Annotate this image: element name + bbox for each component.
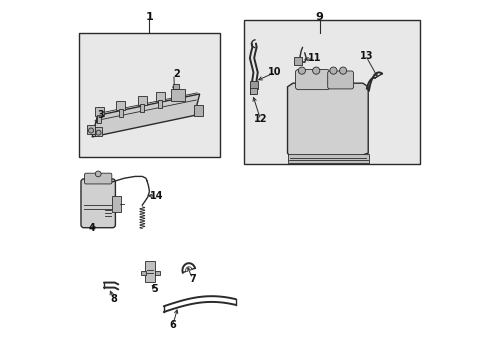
Polygon shape bbox=[92, 94, 199, 137]
Bar bbox=[116, 101, 125, 110]
Bar bbox=[87, 125, 94, 134]
Text: 10: 10 bbox=[268, 67, 281, 77]
Text: 11: 11 bbox=[307, 53, 321, 63]
Bar bbox=[95, 107, 104, 116]
Bar bbox=[140, 104, 144, 112]
Text: 1: 1 bbox=[145, 12, 153, 22]
Text: 6: 6 bbox=[169, 320, 176, 330]
Bar bbox=[287, 154, 368, 163]
Circle shape bbox=[88, 128, 93, 133]
Bar bbox=[194, 105, 203, 116]
FancyBboxPatch shape bbox=[81, 179, 115, 228]
FancyBboxPatch shape bbox=[84, 173, 112, 184]
Circle shape bbox=[96, 130, 101, 135]
Bar bbox=[249, 81, 257, 89]
Bar bbox=[155, 271, 160, 275]
Text: 7: 7 bbox=[189, 274, 196, 284]
Bar bbox=[95, 127, 102, 136]
Circle shape bbox=[95, 171, 101, 177]
Text: 5: 5 bbox=[151, 284, 158, 294]
Bar bbox=[138, 96, 147, 105]
FancyBboxPatch shape bbox=[295, 69, 329, 90]
Text: 14: 14 bbox=[150, 191, 163, 201]
FancyBboxPatch shape bbox=[327, 71, 353, 89]
Text: 4: 4 bbox=[88, 224, 95, 233]
Circle shape bbox=[298, 67, 305, 74]
Bar bbox=[112, 196, 121, 212]
Bar bbox=[158, 100, 162, 108]
Bar bbox=[171, 89, 184, 101]
Bar bbox=[172, 84, 179, 89]
Circle shape bbox=[339, 67, 346, 74]
Text: 12: 12 bbox=[253, 114, 267, 124]
Circle shape bbox=[312, 67, 319, 74]
Bar bbox=[156, 92, 164, 101]
Text: 2: 2 bbox=[173, 69, 180, 79]
Bar bbox=[79, 33, 220, 157]
Polygon shape bbox=[287, 83, 367, 160]
Bar bbox=[140, 271, 145, 275]
Circle shape bbox=[329, 67, 336, 74]
Bar bbox=[293, 57, 301, 65]
Text: 3: 3 bbox=[97, 111, 103, 121]
Bar bbox=[250, 88, 257, 94]
Bar bbox=[97, 116, 101, 123]
Bar bbox=[119, 109, 122, 117]
Text: 8: 8 bbox=[110, 294, 117, 304]
Bar bbox=[244, 21, 419, 164]
Bar bbox=[145, 261, 155, 282]
Text: 9: 9 bbox=[315, 12, 323, 22]
Text: 13: 13 bbox=[359, 51, 372, 61]
